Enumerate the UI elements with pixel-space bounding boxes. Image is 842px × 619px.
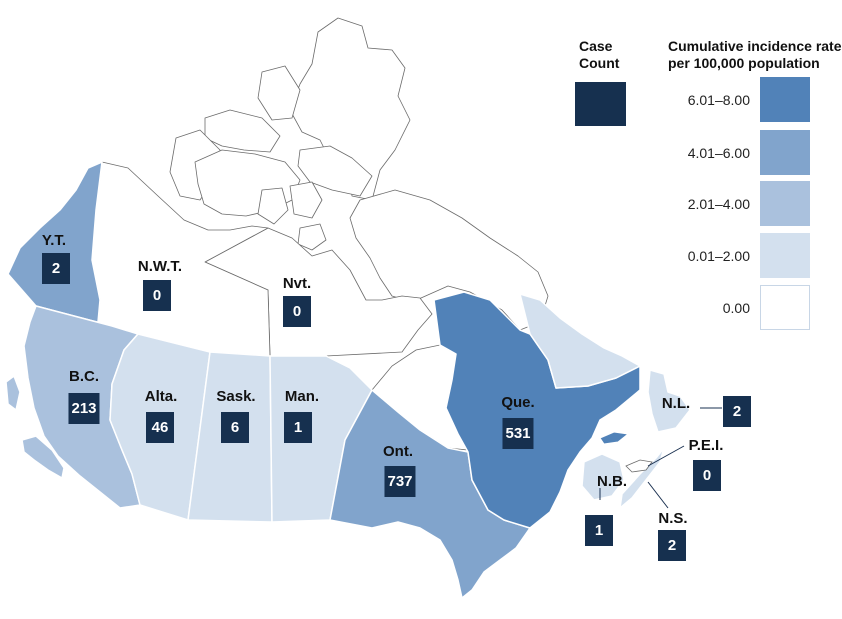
count-box-ab: 46: [146, 412, 174, 443]
label-mb: Man.: [284, 388, 320, 405]
label-nvt: Nvt.: [282, 275, 312, 292]
case-count-title-line2: Count: [579, 55, 620, 71]
label-nwt: N.W.T.: [137, 258, 183, 275]
count-box-yt: 2: [42, 253, 70, 284]
legend-bin-2: 4.01–6.00: [640, 130, 810, 177]
legend-bin-3: 2.01–4.00: [640, 181, 810, 228]
legend-bin-swatch: [760, 285, 810, 330]
count-box-on: 737: [384, 466, 416, 497]
legend-bin-swatch: [760, 233, 810, 278]
province-on: [329, 389, 531, 599]
label-sk: Sask.: [216, 388, 256, 405]
count-box-pei: 0: [693, 460, 721, 491]
province-qc: [433, 291, 641, 529]
label-bc: B.C.: [69, 368, 99, 385]
leader-pei: [647, 445, 685, 467]
case-count-title: Case Count: [579, 38, 619, 72]
label-ns: N.S.: [658, 510, 688, 527]
count-box-nl: 2: [723, 396, 751, 427]
label-pei: P.E.I.: [688, 437, 724, 454]
anticosti-island: [599, 431, 630, 445]
count-box-nwt: 0: [143, 280, 171, 311]
king-william-island: [297, 223, 327, 251]
legend-bin-4: 0.01–2.00: [640, 233, 810, 280]
province-nl-labrador: [519, 293, 641, 389]
count-box-qc: 531: [502, 418, 534, 449]
arctic-islands: [169, 17, 549, 341]
leader-ns: [647, 481, 669, 509]
rate-legend-title-line2: per 100,000 population: [668, 55, 820, 71]
province-nl-island: [647, 369, 691, 433]
count-box-bc: 213: [68, 393, 100, 424]
case-count-title-line1: Case: [579, 38, 613, 54]
legend-bin-label: 4.01–6.00: [687, 145, 750, 161]
devon-island: [297, 145, 373, 197]
label-qc: Que.: [501, 394, 535, 411]
rate-legend-title-line1: Cumulative incidence rate: [668, 38, 842, 54]
label-nl: N.L.: [661, 395, 691, 412]
legend-bin-label: 2.01–4.00: [687, 196, 750, 212]
rate-legend-title: Cumulative incidence rate per 100,000 po…: [668, 38, 842, 72]
legend-bin-swatch: [760, 130, 810, 175]
count-box-sk: 6: [221, 412, 249, 443]
label-on: Ont.: [383, 443, 413, 460]
label-yt: Y.T.: [41, 232, 67, 249]
legend-bin-swatch: [760, 181, 810, 226]
count-box-ns: 2: [658, 530, 686, 561]
legend-bin-1: 6.01–8.00: [640, 77, 810, 124]
legend-bin-swatch: [760, 77, 810, 122]
legend-bin-label: 0.01–2.00: [687, 248, 750, 264]
label-ab: Alta.: [144, 388, 178, 405]
label-nb: N.B.: [597, 473, 627, 490]
province-nb: [581, 453, 625, 501]
prince-of-wales-island: [257, 187, 289, 225]
count-box-mb: 1: [284, 412, 312, 443]
legend-bin-label: 6.01–8.00: [687, 92, 750, 108]
axel-heiberg-island: [257, 65, 301, 121]
count-box-nb: 1: [585, 515, 613, 546]
legend-bin-label: 0.00: [722, 300, 750, 316]
somerset-island: [289, 181, 323, 219]
legend-bin-5: 0.00: [640, 285, 810, 332]
count-box-nvt: 0: [283, 296, 311, 327]
case-count-swatch: [575, 82, 626, 126]
haida-gwaii: [5, 375, 21, 411]
vancouver-island: [21, 435, 65, 479]
